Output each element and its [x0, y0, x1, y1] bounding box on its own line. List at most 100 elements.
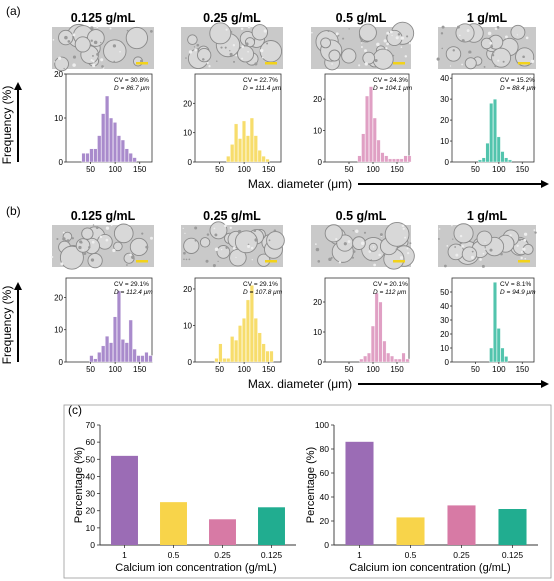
scale-bar: [136, 260, 148, 263]
y-tick-label: 20: [54, 70, 63, 79]
histogram-bar: [226, 358, 231, 363]
histogram-bar: [376, 139, 381, 163]
histogram-bar: [112, 122, 118, 163]
histogram-bar: [253, 317, 258, 363]
category-tick-label: 0.25: [453, 550, 470, 560]
diameter-label-b: Max. diameter (μm): [248, 377, 352, 391]
frequency-label-b: Frequency (%): [0, 286, 14, 365]
percentage-bar-chart: 0 10 20 30 40 50 60 70 1 0.5 0.25 0.125 Percentage (…: [73, 420, 296, 574]
histogram-bar: [500, 151, 505, 163]
histogram-bar: [97, 352, 102, 363]
mean-diameter-annotation: D = 112 μm: [373, 289, 407, 296]
histogram: 0 10 20 50 100 150 CV = 20.1%D = 112 μm: [313, 277, 410, 374]
panel-label-a: (a): [6, 4, 21, 18]
histogram-bar: [504, 356, 509, 363]
y-tick-label: 10: [440, 137, 449, 146]
histogram-bar: [384, 155, 389, 163]
y-tick-label: 70: [86, 420, 96, 430]
x-tick-label: 100: [492, 165, 506, 174]
x-tick-label: 150: [262, 365, 276, 374]
x-tick-label: 50: [345, 365, 354, 374]
cv-annotation: CV = 8.1%: [500, 281, 531, 288]
concentration-title: 0.5 g/mL: [336, 209, 387, 223]
y-tick-label: 0: [59, 158, 64, 167]
mean-diameter-annotation: D = 107.8 μm: [243, 289, 283, 296]
histogram-bar: [136, 355, 141, 363]
histogram-bar: [500, 347, 505, 363]
y-tick-label: 40: [440, 74, 449, 83]
y-tick-label: 20: [320, 516, 330, 526]
histogram-bar: [261, 343, 266, 363]
histogram-bar: [124, 148, 129, 163]
x-tick-label: 100: [108, 165, 122, 174]
y-tick-label: 0: [318, 358, 323, 367]
y-tick-label: 100: [315, 420, 329, 430]
cv-annotation: CV = 15.2%: [500, 77, 535, 84]
histogram-bar: [485, 142, 490, 163]
histogram-bar: [101, 345, 106, 363]
y-tick-label: 0: [318, 158, 323, 167]
y-tick-label: 10: [183, 321, 192, 330]
histogram-bar: [105, 95, 110, 163]
y-tick-label: 50: [86, 454, 96, 464]
x-tick-label: 100: [366, 165, 380, 174]
histogram-bar: [508, 159, 512, 163]
cv-annotation: CV = 29.1%: [243, 281, 278, 288]
panel-label-b: (b): [6, 204, 21, 218]
y-tick-label: 40: [86, 471, 96, 481]
histogram-bar: [93, 358, 98, 363]
histogram-bar: [405, 358, 410, 363]
x-axis-label: Calcium ion concentration (g/mL): [349, 562, 510, 574]
x-tick-label: 50: [86, 165, 95, 174]
histogram-bar: [481, 157, 486, 163]
histogram-bar: [89, 148, 94, 163]
x-tick-label: 150: [516, 165, 530, 174]
y-axis-label: Percentage (%): [305, 447, 317, 523]
category-tick-label: 0.25: [214, 550, 231, 560]
y-tick-label: 10: [54, 114, 63, 123]
histogram-bar: [128, 319, 133, 363]
histogram-bar: [214, 358, 219, 363]
x-tick-label: 50: [471, 365, 480, 374]
mean-diameter-annotation: D = 94.9 μm: [500, 289, 536, 296]
histogram-bar: [269, 350, 274, 363]
histogram-bar: [397, 358, 402, 363]
y-tick-label: 20: [440, 116, 449, 125]
histogram-bar: [89, 355, 94, 363]
histogram-bar: [370, 325, 375, 363]
x-tick-label: 50: [215, 365, 224, 374]
x-axis-label: Calcium ion concentration (g/mL): [115, 562, 276, 574]
panel-label-c: (c): [68, 403, 82, 417]
histogram-bar: [374, 292, 379, 363]
y-tick-label: 0: [445, 158, 450, 167]
micrograph: [311, 221, 415, 270]
y-tick-label: 20: [183, 99, 192, 108]
y-tick-label: 20: [86, 506, 96, 516]
cv-annotation: CV = 22.7%: [243, 77, 278, 84]
histogram-bar: [390, 355, 395, 363]
y-tick-label: 20: [183, 285, 192, 294]
histogram-bar: [361, 133, 366, 163]
histogram-bar: [230, 336, 235, 363]
mean-diameter-annotation: D = 86.7 μm: [114, 85, 150, 92]
percentage-bar: [447, 505, 476, 545]
scale-bar: [518, 62, 530, 65]
x-tick-label: 150: [133, 165, 147, 174]
y-tick-label: 40: [440, 302, 449, 311]
frequency-label-a: Frequency (%): [0, 86, 14, 165]
histogram-bar: [407, 155, 412, 163]
y-tick-label: 10: [86, 523, 96, 533]
histogram-bar: [116, 135, 121, 163]
mean-diameter-annotation: D = 88.4 μm: [500, 85, 536, 92]
x-tick-label: 100: [237, 165, 251, 174]
mean-diameter-annotation: D = 112.4 μm: [114, 289, 153, 296]
concentration-title: 0.25 g/mL: [203, 11, 261, 25]
histogram-bar: [359, 358, 364, 363]
histogram-bar: [493, 98, 497, 163]
histogram-bar: [109, 117, 114, 163]
concentration-title: 0.25 g/mL: [203, 209, 261, 223]
x-tick-label: 100: [108, 365, 122, 374]
x-tick-label: 50: [86, 365, 95, 374]
y-tick-label: 10: [440, 344, 449, 353]
